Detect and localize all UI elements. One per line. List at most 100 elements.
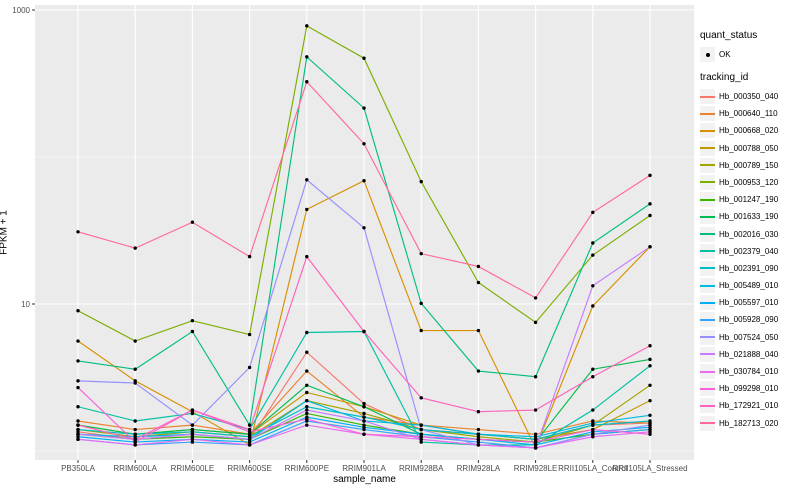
data-point-Hb_007524_050 [76,379,80,383]
data-point-Hb_005597_010 [419,432,423,436]
data-point-Hb_002016_030 [648,202,652,206]
data-point-Hb_030784_010 [476,443,481,447]
color-key-Hb_002391_090 [700,260,715,276]
data-point-Hb_172921_010 [533,408,538,412]
data-point-Hb_007524_050 [190,423,195,427]
data-point-Hb_001633_190 [247,432,252,436]
legend-item-label: OK [719,50,731,59]
data-point-Hb_099298_010 [76,385,80,390]
data-point-Hb_000953_120 [591,253,595,257]
legend-item-label: Hb_000789_150 [719,160,779,170]
data-point-Hb_172921_010 [76,423,80,427]
data-point-Hb_001247_190 [190,435,195,439]
data-point-Hb_002391_090 [133,432,137,436]
data-point-Hb_002379_040 [190,411,195,416]
data-point-Hb_030784_010 [533,446,538,450]
x-tick-label-RRIM928BA: RRIM928BA [399,464,444,473]
data-point-Hb_000788_050 [305,390,309,395]
x-tick-label-RRIM600LA: RRIM600LA [113,464,157,473]
color-line-icon [700,370,715,373]
legend-item-label: Hb_172921_010 [719,401,779,411]
data-point-Hb_182713_020 [76,230,80,234]
data-point-Hb_002379_040 [419,440,423,444]
data-point-Hb_002016_030 [76,359,80,363]
data-point-Hb_182713_020 [305,80,309,84]
color-key-Hb_001247_190 [700,192,715,208]
legend-item-Hb_030784_010: Hb_030784_010 [700,364,800,379]
color-key-Hb_172921_010 [700,398,715,414]
data-point-Hb_001633_190 [591,367,595,371]
data-point-Hb_172921_010 [362,329,366,334]
color-key-Hb_000640_110 [700,106,715,122]
data-point-Hb_002391_090 [247,435,252,439]
data-point-Hb_021888_040 [76,432,80,436]
color-key-Hb_007524_050 [700,329,715,345]
color-key-Hb_002016_030 [700,226,715,242]
x-tick-label-RRIM600PE: RRIM600PE [285,464,329,473]
legend-item-Hb_002379_040: Hb_002379_040 [700,243,800,259]
legend-item-Hb_000953_120: Hb_000953_120 [700,174,800,190]
data-point-Hb_030784_010 [133,443,137,447]
color-line-icon [700,422,715,425]
color-line-icon [700,215,715,218]
data-point-Hb_099298_010 [362,432,366,436]
color-key-Hb_099298_010 [700,381,715,397]
data-point-Hb_000953_120 [76,309,80,313]
legend-title-quant-status: quant_status [700,30,758,41]
legend-item-Hb_000350_040: Hb_000350_040 [700,89,800,104]
data-point-Hb_182713_020 [476,264,481,269]
data-point-Hb_002016_030 [133,367,137,371]
data-point-Hb_182713_020 [419,251,423,256]
data-point-Hb_000350_040 [305,350,309,354]
data-point-Hb_182713_020 [362,142,366,146]
data-point-Hb_000953_120 [476,280,481,285]
color-key-Hb_182713_020 [700,415,715,431]
color-line-icon [700,233,715,235]
legend-item-label: Hb_002391_090 [719,263,779,273]
legend-item-label: Hb_030784_010 [719,367,779,376]
color-line-icon [700,353,715,356]
data-point-Hb_172921_010 [190,408,195,412]
data-point-Hb_021888_040 [591,284,595,288]
legend-item-label: Hb_000788_050 [719,143,779,153]
legend-item-Hb_172921_010: Hb_172921_010 [700,398,800,414]
data-point-Hb_000640_110 [133,427,137,432]
data-point-Hb_005928_090 [362,427,366,432]
data-point-Hb_007524_050 [362,226,366,230]
data-point-Hb_172921_010 [591,375,595,379]
data-point-Hb_030784_010 [190,437,195,442]
legend-item-Hb_002391_090: Hb_002391_090 [700,260,800,276]
data-point-Hb_002391_090 [648,419,652,423]
legend-item-ok: OK [700,47,800,62]
color-line-icon [700,95,715,98]
data-point-Hb_005928_090 [476,440,481,444]
data-point-Hb_000789_150 [362,411,366,416]
data-point-Hb_000668_020 [419,328,423,333]
legend-item-label: Hb_005928_090 [719,315,779,325]
data-point-Hb_007524_050 [591,432,595,436]
data-point-Hb_005489_010 [133,435,137,439]
legend-item-Hb_002016_030: Hb_002016_030 [700,226,800,242]
legend-item-label: Hb_002379_040 [719,246,779,256]
data-point-Hb_182713_020 [247,254,252,259]
data-point-Hb_005597_010 [247,440,252,444]
x-tick-label-RRIM600SE: RRIM600SE [227,464,271,473]
data-point-Hb_021888_040 [305,408,309,412]
data-point-Hb_182713_020 [591,210,595,215]
data-point-Hb_099298_010 [133,440,137,444]
data-point-Hb_000953_120 [247,332,252,337]
data-point-Hb_000668_020 [305,207,309,212]
data-point-Hb_002379_040 [305,330,309,335]
legend-item-label: Hb_002016_030 [719,229,779,239]
data-point-Hb_005928_090 [190,440,195,444]
x-tick-label-RRIM901LA: RRIM901LA [342,464,386,473]
data-point-Hb_002391_090 [76,427,80,432]
data-point-Hb_005597_010 [76,435,80,439]
data-point-Hb_000953_120 [419,179,423,184]
data-point-Hb_099298_010 [533,440,538,444]
data-point-Hb_001633_190 [305,383,309,387]
data-point-Hb_005489_010 [533,435,538,439]
data-point-Hb_001633_190 [362,405,366,409]
data-point-Hb_000668_020 [76,339,80,343]
legend: quant_status OK tracking_id Hb_000350_04… [700,30,800,433]
